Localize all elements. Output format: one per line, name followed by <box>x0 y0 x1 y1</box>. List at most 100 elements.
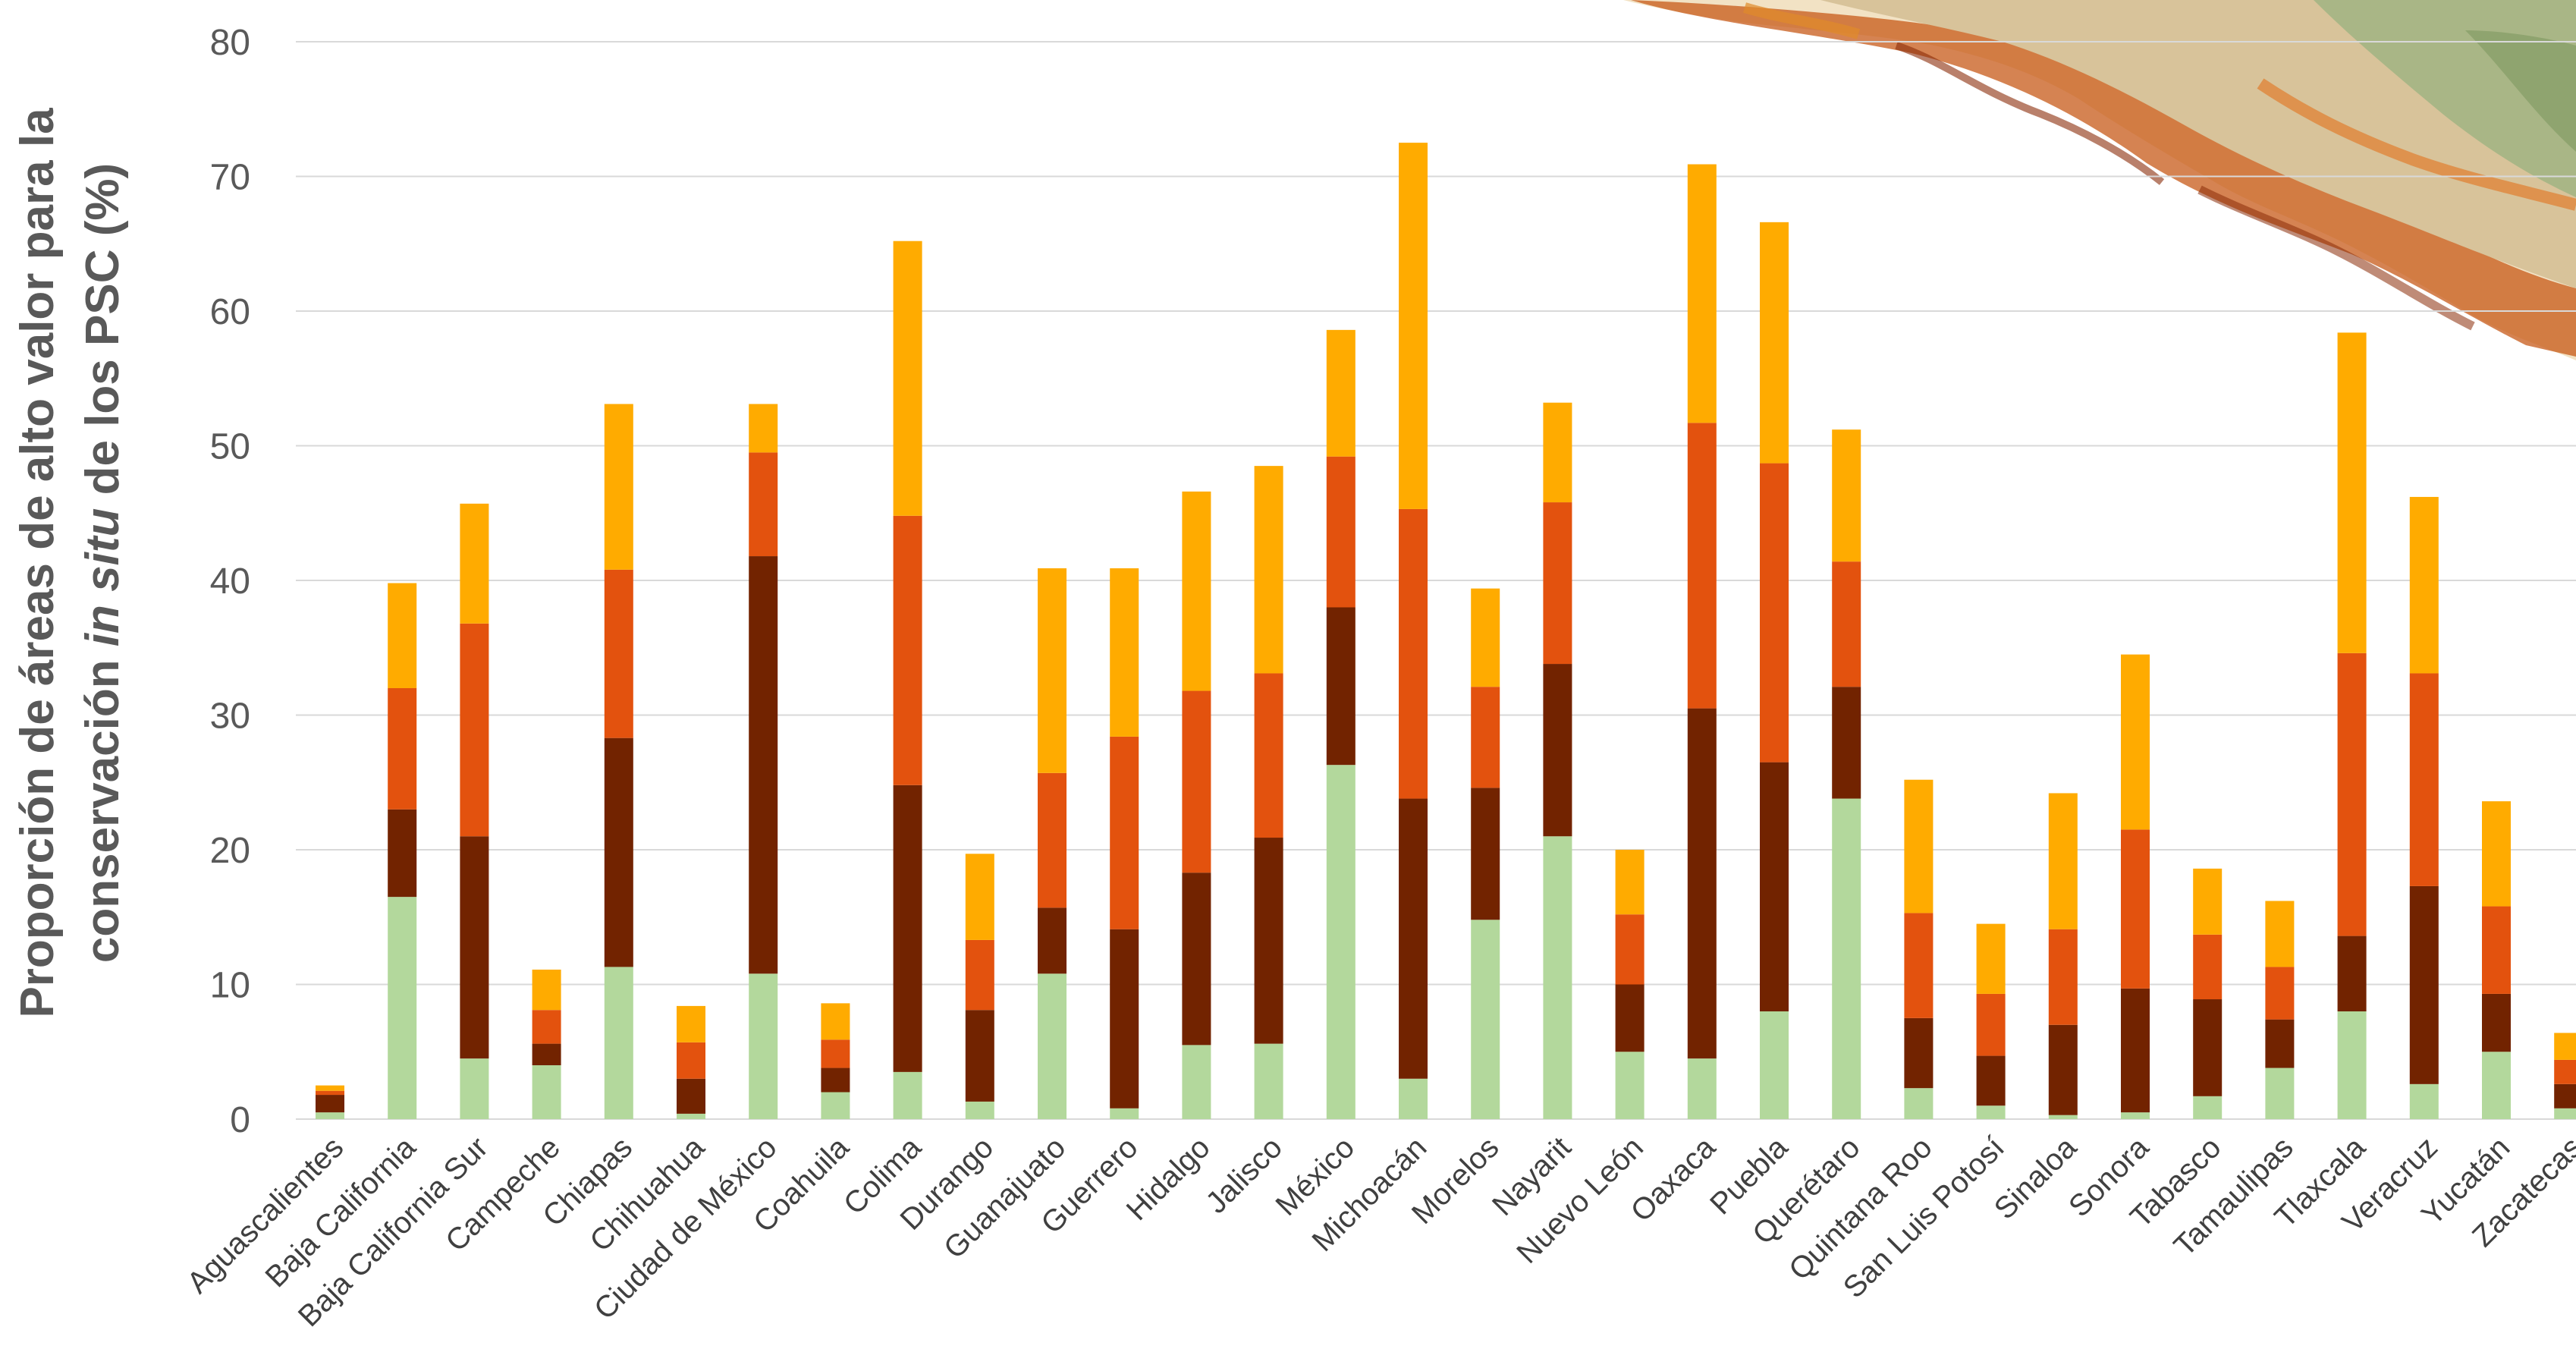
bar-segment <box>316 1095 344 1112</box>
bar-segment <box>966 854 994 940</box>
y-axis-title-line2-post: de los PSC (%) <box>77 163 129 508</box>
bar-segment <box>1904 1088 1933 1119</box>
bar-segment <box>460 624 488 836</box>
bar-segment <box>1399 509 1428 799</box>
bar-segment <box>966 1102 994 1119</box>
bar-segment <box>2049 1115 2078 1119</box>
bar-segment <box>460 504 488 624</box>
bar-segment <box>2482 994 2511 1052</box>
y-axis-title-line2-italic: in situ <box>77 508 129 647</box>
bar-segment <box>1616 1052 1645 1119</box>
bar-segment <box>1110 929 1139 1108</box>
bar-segment <box>532 1044 561 1065</box>
bar-segment <box>749 973 778 1119</box>
bar-segment <box>1760 1011 1789 1119</box>
bar-segment <box>749 452 778 556</box>
bar-segment <box>1760 763 1789 1011</box>
bar-segment <box>1038 907 1067 973</box>
y-axis-title-line1: Proporción de áreas de alto valor para l… <box>11 108 64 1018</box>
bar-segment <box>1471 920 1500 1119</box>
bar-segment <box>2554 1060 2576 1084</box>
bar-segment <box>388 583 416 688</box>
bar-segment <box>2410 497 2439 674</box>
bars <box>316 143 2576 1119</box>
bar-segment <box>1110 737 1139 929</box>
bar-segment <box>1977 1056 2006 1106</box>
bar-segment <box>2338 936 2367 1011</box>
bar-segment <box>2193 935 2222 999</box>
y-axis-title-line2-pre: conservación <box>77 646 129 963</box>
bar-segment <box>749 404 778 452</box>
bar-segment <box>316 1091 344 1095</box>
bar-segment <box>677 1006 705 1042</box>
y-tick-label: 0 <box>230 1100 250 1140</box>
bar-segment <box>894 241 922 516</box>
y-tick-label: 40 <box>210 561 250 602</box>
bar-segment <box>1255 1044 1283 1119</box>
bar-segment <box>1832 429 1861 561</box>
bar-segment <box>2410 886 2439 1084</box>
bar-segment <box>1688 1058 1717 1119</box>
bar-segment <box>2193 1096 2222 1119</box>
y-tick-label: 50 <box>210 427 250 467</box>
bar-segment <box>1977 924 2006 994</box>
y-tick-labels: 0 10 20 30 40 50 60 70 80 <box>210 23 250 1140</box>
bar-segment <box>2338 653 2367 936</box>
y-tick-label: 10 <box>210 966 250 1006</box>
bar-segment <box>532 1065 561 1119</box>
bar-segment <box>316 1086 344 1091</box>
bar-segment <box>388 897 416 1119</box>
x-tick-label: Jalisco <box>1199 1130 1289 1220</box>
bar-segment <box>1977 1105 2006 1119</box>
bar-segment <box>1399 143 1428 509</box>
bar-segment <box>388 688 416 810</box>
bar-segment <box>1399 1079 1428 1119</box>
bar-segment <box>1182 691 1211 873</box>
bar-segment <box>2482 907 2511 994</box>
bar-segment <box>2049 793 2078 929</box>
y-tick-label: 70 <box>210 158 250 198</box>
bar-segment <box>1760 222 1789 464</box>
bar-segment <box>1255 838 1283 1044</box>
bar-segment <box>1904 780 1933 913</box>
bar-segment <box>821 1093 850 1120</box>
bar-segment <box>1110 568 1139 737</box>
bar-segment <box>1904 1018 1933 1088</box>
bar-segment <box>1182 873 1211 1045</box>
bar-segment <box>1038 973 1067 1119</box>
y-axis-title-2: conservación in situ de los PSC (%) <box>77 163 129 963</box>
bar-segment <box>1182 492 1211 691</box>
y-axis-title-line2: conservación in situ de los PSC (%) <box>77 163 129 963</box>
bar-segment <box>1471 687 1500 788</box>
bar-segment <box>605 967 633 1119</box>
bar-segment <box>894 1072 922 1119</box>
bar-segment <box>1543 502 1572 664</box>
bar-segment <box>1255 466 1283 673</box>
bar-segment <box>1904 913 1933 1017</box>
bar-segment <box>532 970 561 1010</box>
bar-segment <box>1543 664 1572 836</box>
y-tick-label: 20 <box>210 831 250 871</box>
bar-segment <box>2482 801 2511 906</box>
bar-segment <box>2265 1068 2294 1119</box>
bar-segment <box>1327 765 1356 1119</box>
bar-segment <box>1182 1045 1211 1119</box>
y-axis-title: Proporción de áreas de alto valor para l… <box>11 108 64 1018</box>
bar-segment <box>677 1042 705 1079</box>
bar-segment <box>2193 869 2222 935</box>
bar-segment <box>2410 673 2439 885</box>
bar-segment <box>2338 1011 2367 1119</box>
bar-segment <box>1327 330 1356 457</box>
bar-segment <box>1832 561 1861 687</box>
bar-segment <box>2049 929 2078 1025</box>
bar-segment <box>677 1079 705 1114</box>
bar-segment <box>2121 1112 2150 1119</box>
bar-segment <box>2410 1084 2439 1119</box>
bar-segment <box>2049 1025 2078 1115</box>
y-tick-label: 80 <box>210 23 250 63</box>
bar-segment <box>894 785 922 1072</box>
bar-segment <box>2265 967 2294 1019</box>
bar-segment <box>1616 914 1645 984</box>
bar-segment <box>388 810 416 897</box>
